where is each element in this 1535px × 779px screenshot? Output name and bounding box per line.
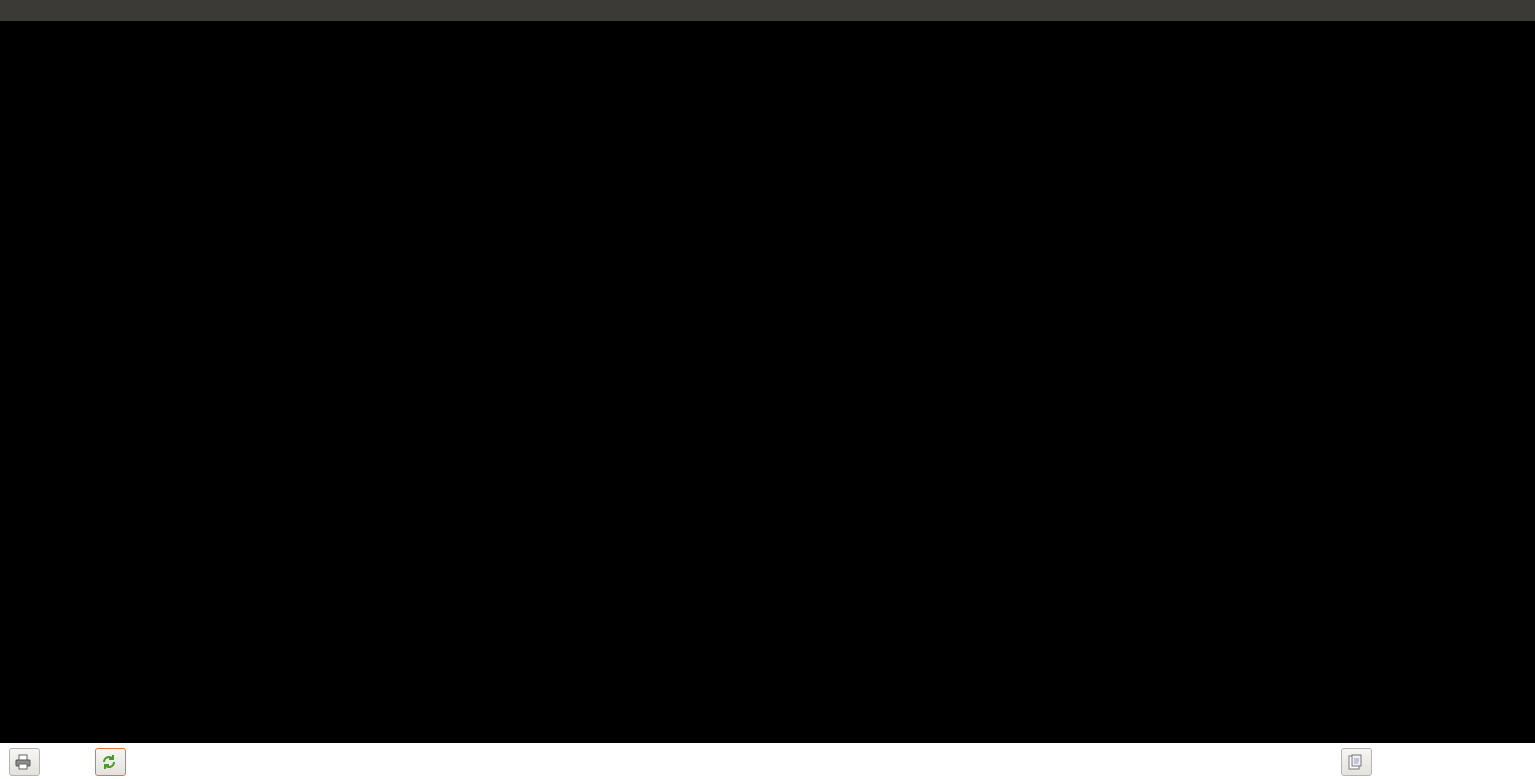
printer-icon <box>15 754 31 770</box>
refresh-icon <box>101 754 117 770</box>
menu-bar <box>0 0 1535 21</box>
randomize-button[interactable] <box>95 748 126 776</box>
save-to-gallery-button[interactable] <box>1341 748 1372 776</box>
bottom-toolbar <box>0 743 1535 779</box>
word-cloud-canvas <box>0 21 1535 743</box>
document-icon <box>1347 754 1363 770</box>
print-button[interactable] <box>9 748 40 776</box>
